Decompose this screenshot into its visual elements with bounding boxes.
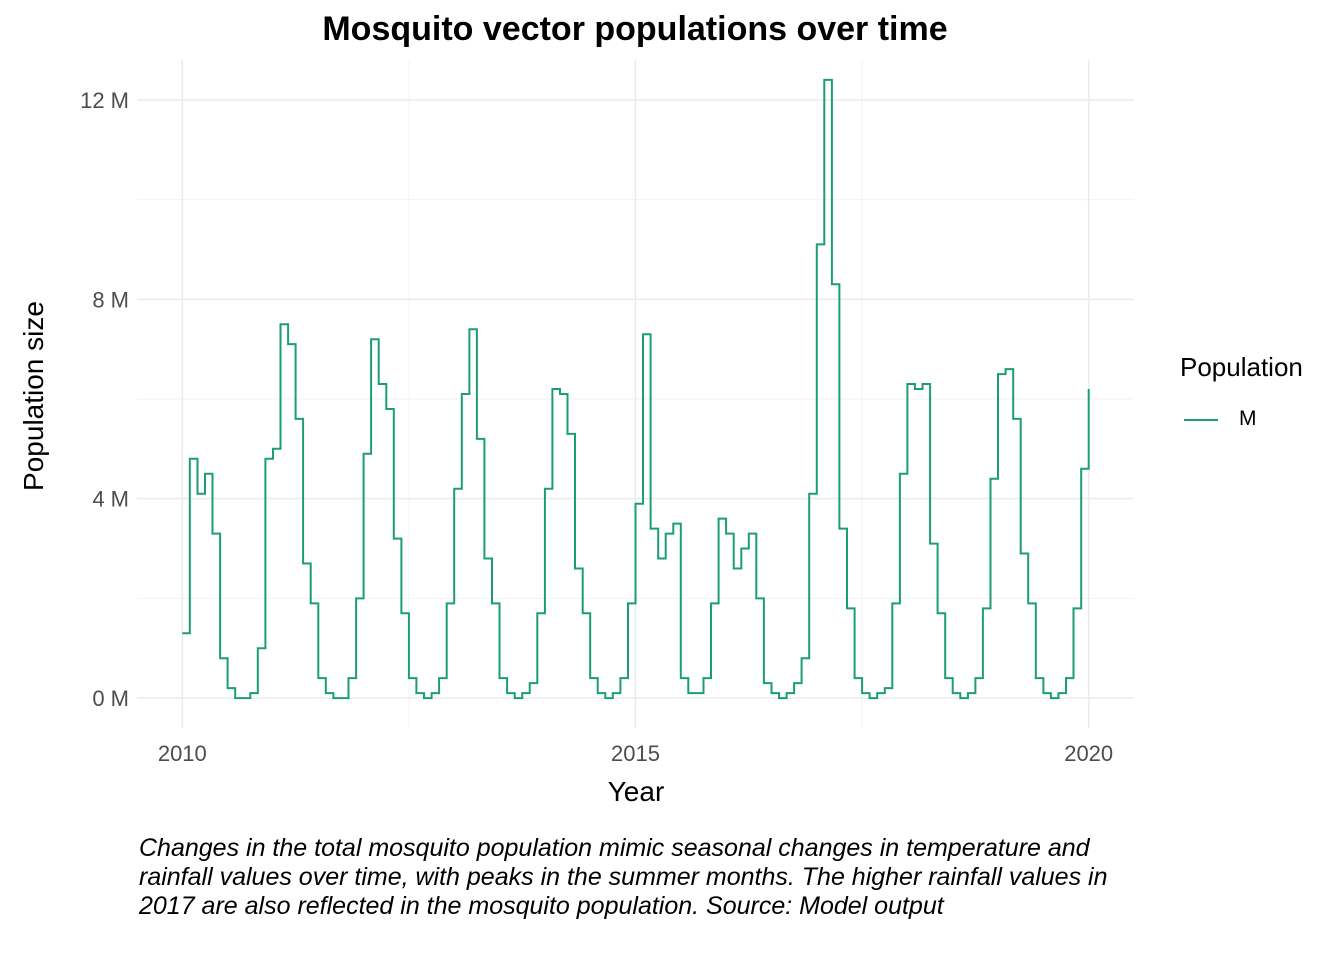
x-axis-label: Year <box>607 776 665 807</box>
y-tick-label: 4 M <box>92 487 129 512</box>
legend-title: Population <box>1180 352 1303 382</box>
chart-title: Mosquito vector populations over time <box>322 10 948 48</box>
y-axis-label: Population size <box>18 301 49 491</box>
series-lines <box>182 78 1090 700</box>
y-tick-label: 12 M <box>80 88 129 113</box>
legend-label-m: M <box>1239 407 1257 430</box>
series-line-m <box>182 78 1090 700</box>
y-axis-ticks: 0 M 4 M 8 M 12 M <box>80 88 129 711</box>
y-tick-label: 0 M <box>92 686 129 711</box>
y-tick-label: 8 M <box>92 287 129 312</box>
x-tick-label: 2015 <box>611 741 660 766</box>
legend-key-m <box>1184 419 1218 421</box>
major-gridlines <box>137 60 1134 728</box>
x-tick-label: 2010 <box>158 741 207 766</box>
x-axis-ticks: 2010 2015 2020 <box>158 741 1113 766</box>
x-tick-label: 2020 <box>1064 741 1113 766</box>
chart-caption: Changes in the total mosquito population… <box>139 834 1108 920</box>
